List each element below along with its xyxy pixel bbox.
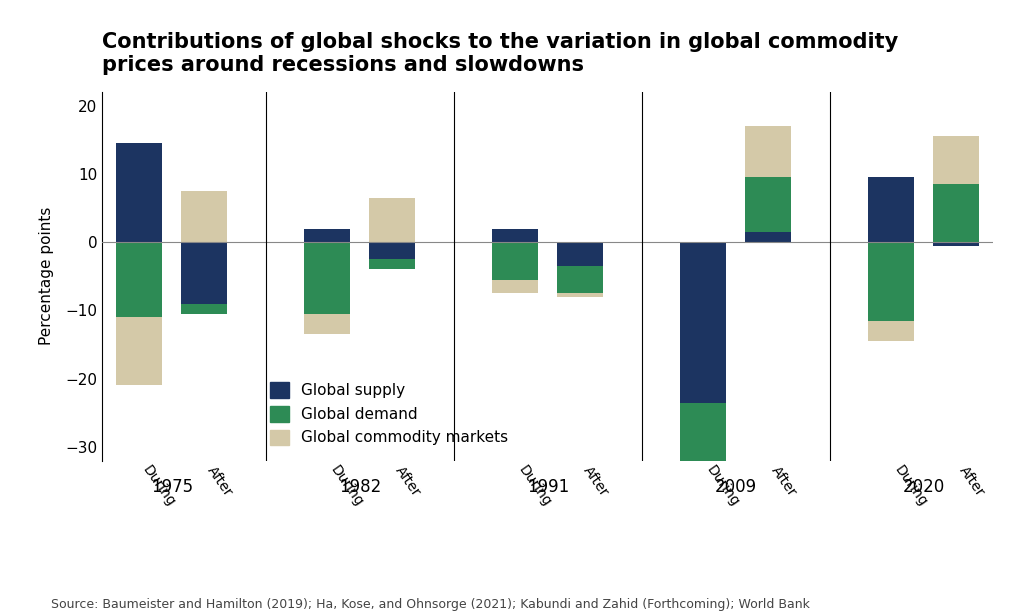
Y-axis label: Percentage points: Percentage points — [39, 207, 54, 346]
Bar — [745, 126, 792, 177]
Bar — [745, 177, 792, 232]
Text: 1991: 1991 — [526, 478, 569, 495]
Bar — [557, 293, 603, 297]
Bar — [868, 177, 914, 242]
Bar — [934, 136, 980, 184]
Bar — [181, 191, 227, 242]
Bar — [493, 228, 539, 242]
Bar — [934, 184, 980, 242]
Bar — [493, 280, 539, 293]
Text: 1975: 1975 — [151, 478, 193, 495]
Text: Source: Baumeister and Hamilton (2019); Ha, Kose, and Ohnsorge (2021); Kabundi a: Source: Baumeister and Hamilton (2019); … — [51, 598, 810, 611]
Bar — [116, 242, 162, 317]
Text: 1982: 1982 — [339, 478, 381, 495]
Bar — [116, 143, 162, 242]
Text: 2009: 2009 — [715, 478, 757, 495]
Bar — [181, 303, 227, 314]
Bar — [557, 242, 603, 266]
Bar — [116, 317, 162, 386]
Bar — [304, 242, 350, 314]
Bar — [181, 242, 227, 303]
Bar — [370, 259, 416, 270]
Bar — [370, 242, 416, 259]
Bar — [304, 314, 350, 334]
Text: Contributions of global shocks to the variation in global commodity
prices aroun: Contributions of global shocks to the va… — [102, 32, 899, 76]
Legend: Global supply, Global demand, Global commodity markets: Global supply, Global demand, Global com… — [270, 383, 508, 446]
Bar — [680, 488, 726, 491]
Bar — [557, 266, 603, 293]
Bar — [868, 242, 914, 321]
Bar — [868, 321, 914, 341]
Text: 2020: 2020 — [903, 478, 945, 495]
Bar — [370, 198, 416, 242]
Bar — [934, 242, 980, 246]
Bar — [493, 242, 539, 280]
Bar — [680, 242, 726, 403]
Bar — [745, 232, 792, 242]
Bar — [680, 403, 726, 488]
Bar — [304, 228, 350, 242]
